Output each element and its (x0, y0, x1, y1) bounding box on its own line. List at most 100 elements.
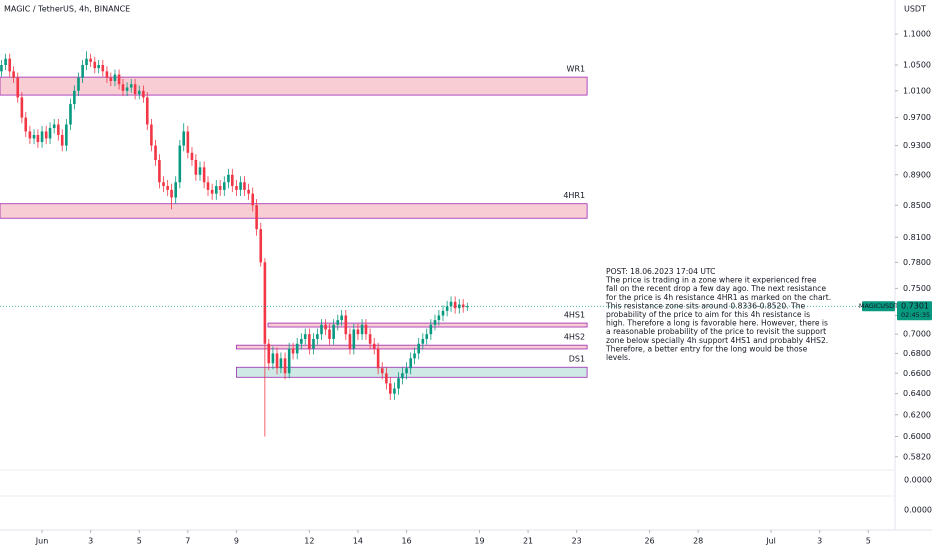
countdown-label: 02:45:35 (901, 311, 930, 319)
zone-label: WR1 (567, 65, 586, 74)
candle-body (308, 334, 311, 349)
x-tick-label: 14 (353, 537, 363, 546)
candle-body (372, 343, 376, 349)
candle-body (344, 315, 348, 335)
candle-body (145, 97, 149, 125)
annotation-line: probability of the price to aim for this… (606, 310, 810, 319)
y-tick-label: 1.0100 (903, 86, 931, 95)
x-tick-label: 3 (817, 537, 822, 546)
candle-body (417, 343, 421, 354)
x-tick-label: 26 (644, 537, 654, 546)
candle-body (356, 329, 360, 335)
y-tick-label: 0.6800 (903, 349, 931, 358)
annotation-line: This resistance zone sits around 0.8336-… (605, 301, 806, 310)
candle-body (243, 182, 246, 190)
symbol-tag (862, 301, 895, 312)
candle-body (0, 64, 3, 72)
y-tick-label: 0.6600 (903, 369, 931, 378)
candle-body (12, 71, 15, 78)
y-tick-label: 0.6400 (903, 389, 931, 398)
candle-body (150, 124, 153, 146)
candle-body (247, 189, 250, 194)
y-tick-label: 0.6200 (903, 410, 931, 419)
candle-body (348, 334, 352, 349)
zone (267, 322, 588, 328)
chart-title: MAGIC / TetherUS, 4h, BINANCE (4, 5, 130, 14)
candle-body (194, 160, 198, 175)
candle-body (461, 304, 465, 308)
candle-body (52, 124, 56, 128)
candle-body (73, 90, 76, 105)
zone (0, 76, 588, 96)
annotation-line: levels. (606, 353, 630, 362)
x-tick-label: 5 (866, 537, 871, 546)
candle-body (137, 90, 141, 95)
candle-body (8, 58, 12, 72)
annotation-line: high. Therefore a long is favorable here… (606, 319, 828, 328)
candle-body (129, 84, 133, 88)
candle-body (16, 77, 20, 98)
y-tick-label: 0.9700 (903, 113, 931, 122)
candle-body (227, 174, 230, 183)
candle-body (125, 87, 129, 91)
candle-body (166, 186, 169, 190)
candle-body (214, 186, 218, 194)
candle-body (291, 348, 295, 354)
candle-body (65, 124, 68, 146)
candle-body (190, 152, 194, 161)
candle-body (81, 64, 84, 78)
candle-body (393, 388, 396, 394)
y-tick-label: 0.7000 (903, 330, 931, 339)
candle-body (312, 338, 315, 349)
zone (0, 203, 588, 219)
candle-body (360, 324, 364, 335)
candle-body (4, 58, 7, 65)
candle-body (275, 353, 279, 369)
candle-body (385, 373, 388, 384)
candle-body (158, 160, 161, 183)
candle-body (364, 324, 368, 335)
annotation-line: zone below specially 4h support 4HS1 and… (606, 336, 828, 345)
candle-body (300, 338, 303, 344)
candle-body (77, 77, 80, 91)
candle-body (283, 358, 287, 374)
candle-body (466, 306, 469, 308)
zone (236, 344, 588, 350)
candle-body (429, 324, 433, 335)
candle-body (328, 329, 331, 339)
x-tick-label: 19 (474, 537, 484, 546)
candle-body (437, 315, 441, 321)
annotation-line: for the price is 4h resistance 4HR1 as m… (606, 293, 831, 302)
candle-body (376, 348, 380, 369)
x-tick-label: Jul (765, 537, 776, 546)
x-tick-label: 16 (401, 537, 411, 546)
candle-body (380, 368, 384, 374)
candle-body (182, 131, 186, 146)
zone-label: 4HS2 (564, 333, 585, 342)
candle-body (105, 71, 109, 78)
zone-label: 4HR1 (563, 191, 585, 200)
candle-body (239, 182, 242, 190)
candle-body (425, 334, 429, 339)
candle-body (24, 117, 28, 132)
candle-body (295, 343, 299, 354)
candle-body (409, 358, 412, 369)
candle-body (388, 383, 392, 394)
candle-body (20, 97, 24, 118)
candle-body (101, 64, 105, 72)
candle-body (433, 320, 437, 325)
candle-body (340, 315, 343, 321)
symbol-label: MAGICUSDT (859, 302, 898, 310)
y-tick-label: 0.9300 (903, 141, 931, 150)
candle-body (401, 373, 404, 379)
candle-body (352, 329, 356, 349)
candle-body (263, 262, 267, 344)
zone-label: 4HS1 (564, 311, 585, 320)
candle-body (170, 189, 173, 198)
candle-body (174, 182, 177, 198)
annotation-line: The price is trading in a zone where it … (605, 276, 817, 285)
candle-body (449, 301, 453, 307)
y-tick-label: 0.7800 (903, 258, 931, 267)
candle-body (206, 182, 210, 190)
